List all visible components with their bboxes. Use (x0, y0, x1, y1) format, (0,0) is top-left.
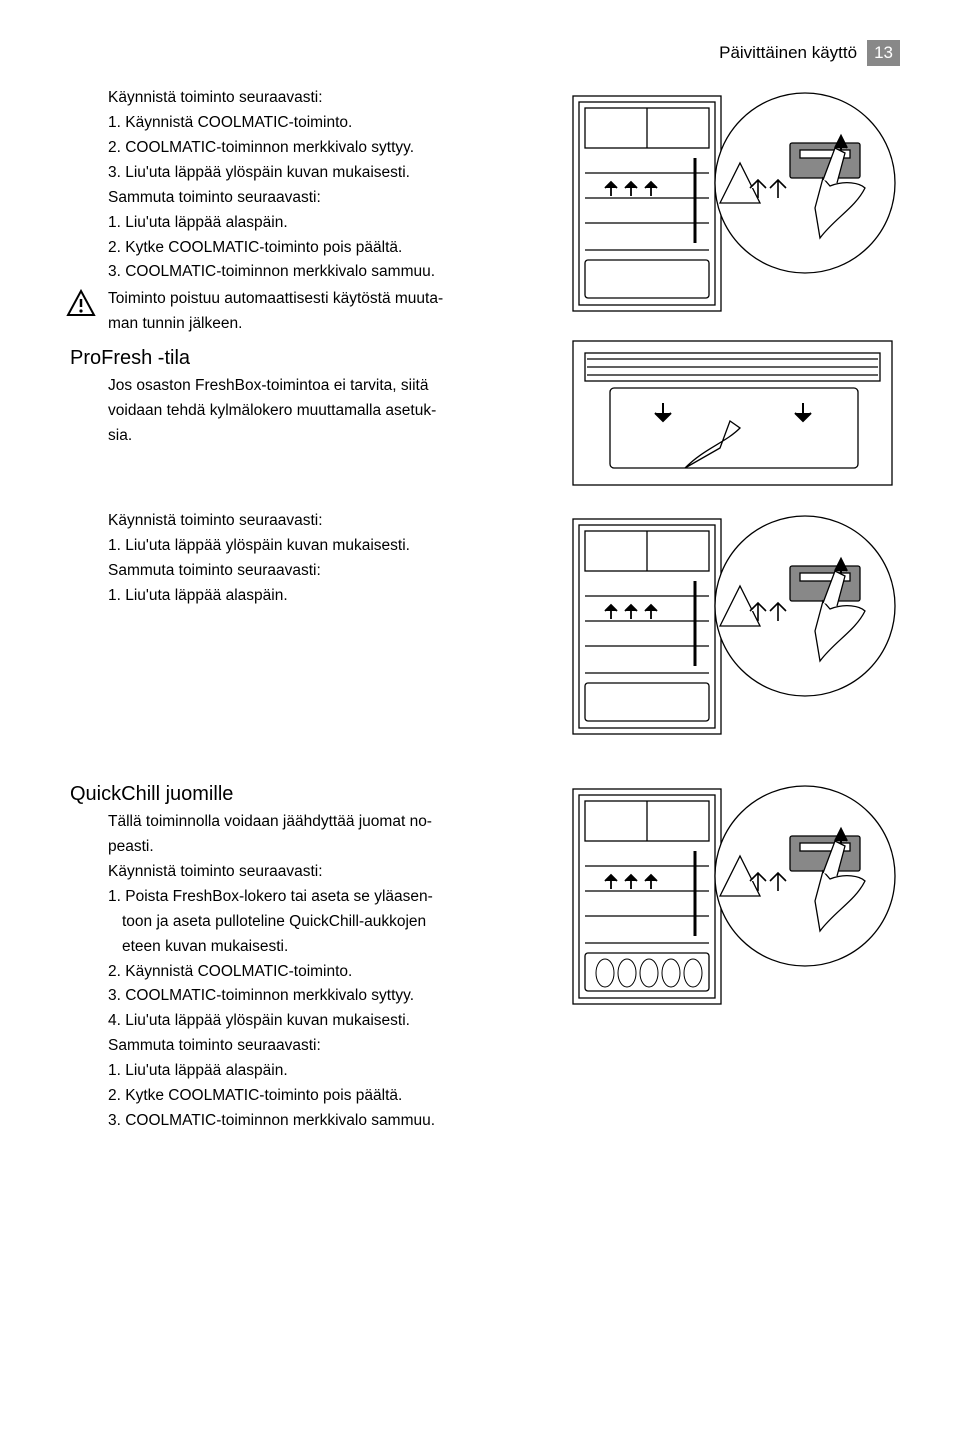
warning-icon (66, 289, 96, 326)
s3-p1: Tällä toiminnolla voidaan jäähdyttää juo… (108, 812, 545, 833)
s1-l6: 3. COOLMATIC-toiminnon merkkivalo sammuu… (108, 262, 545, 283)
s1-l2: 2. COOLMATIC-toiminnon merkkivalo syttyy… (108, 138, 545, 159)
s1-l4: 1. Liu'uta läppää alaspäin. (108, 213, 545, 234)
s1-p3: sia. (108, 426, 545, 447)
s3-l4: 4. Liu'uta läppää ylöspäin kuvan mukaise… (108, 1011, 545, 1032)
s3-p2: peasti. (108, 837, 545, 858)
s3-t2: Sammuta toiminto seuraavasti: (108, 1036, 545, 1057)
illustration-1 (565, 88, 900, 493)
s1-l5: 2. Kytke COOLMATIC-toiminto pois päältä. (108, 238, 545, 259)
s2-t2: Sammuta toiminto seuraavasti: (108, 561, 545, 582)
section-3: QuickChill juomille Tällä toiminnolla vo… (70, 781, 900, 1136)
s3-l5: 1. Liu'uta läppää alaspäin. (108, 1061, 545, 1082)
s3-l1b: toon ja aseta pulloteline QuickChill-auk… (108, 912, 545, 933)
s2-t1: Käynnistä toiminto seuraavasti: (108, 511, 545, 532)
s2-l1: 1. Liu'uta läppää ylöspäin kuvan mukaise… (108, 536, 545, 557)
page: Päivittäinen käyttö 13 Käynnistä toimint… (0, 0, 960, 1194)
s3-l6: 2. Kytke COOLMATIC-toiminto pois päältä. (108, 1086, 545, 1107)
illustration-3 (565, 781, 900, 1136)
s1-l1: 1. Käynnistä COOLMATIC-toiminto. (108, 113, 545, 134)
quickchill-heading: QuickChill juomille (70, 781, 545, 808)
s1-w1: Toiminto poistuu automaattisesti käytöst… (108, 289, 545, 310)
page-header: Päivittäinen käyttö 13 (70, 40, 900, 66)
s3-l1a: 1. Poista FreshBox-lokero tai aseta se y… (108, 887, 545, 908)
s3-l1c: eteen kuvan mukaisesti. (108, 937, 545, 958)
s3-l7: 3. COOLMATIC-toiminnon merkkivalo sammuu… (108, 1111, 545, 1132)
header-title: Päivittäinen käyttö (719, 43, 857, 63)
profresh-heading: ProFresh -tila (70, 345, 545, 372)
section-3-text: QuickChill juomille Tällä toiminnolla vo… (70, 781, 545, 1136)
section-1: Käynnistä toiminto seuraavasti: 1. Käynn… (70, 88, 900, 493)
page-number: 13 (867, 40, 900, 66)
s1-p1: Jos osaston FreshBox-toimintoa ei tarvit… (108, 376, 545, 397)
illustration-2 (565, 511, 900, 746)
section-2: Käynnistä toiminto seuraavasti: 1. Liu'u… (70, 511, 900, 746)
s1-p2: voidaan tehdä kylmälokero muuttamalla as… (108, 401, 545, 422)
s1-off: Sammuta toiminto seuraavasti: (108, 188, 545, 209)
section-1-text: Käynnistä toiminto seuraavasti: 1. Käynn… (70, 88, 545, 493)
s1-w2: man tunnin jälkeen. (108, 314, 545, 335)
section-2-text: Käynnistä toiminto seuraavasti: 1. Liu'u… (70, 511, 545, 746)
s2-l2: 1. Liu'uta läppää alaspäin. (108, 586, 545, 607)
s1-l3: 3. Liu'uta läppää ylöspäin kuvan mukaise… (108, 163, 545, 184)
s1-intro: Käynnistä toiminto seuraavasti: (108, 88, 545, 109)
s3-l2: 2. Käynnistä COOLMATIC-toiminto. (108, 962, 545, 983)
s3-t1: Käynnistä toiminto seuraavasti: (108, 862, 545, 883)
s3-l3: 3. COOLMATIC-toiminnon merkkivalo syttyy… (108, 986, 545, 1007)
